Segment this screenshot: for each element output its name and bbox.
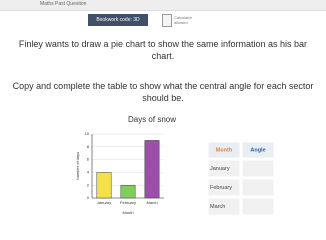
table-cell [207, 178, 241, 197]
question-text: Finley wants to draw a pie chart to show… [18, 39, 308, 61]
table-header-cell [241, 141, 275, 159]
table-cell [241, 178, 275, 197]
y-axis-label: Number of days [75, 152, 80, 180]
question-text: Copy and complete the table to show what… [12, 81, 314, 103]
table-header: Month [216, 147, 233, 153]
bar [120, 184, 136, 199]
bar [96, 172, 112, 199]
chart: Days of snow Number of days Month 0 2 4 6 8 10 Ja… [75, 115, 275, 216]
table-header-cell [207, 141, 241, 159]
x-tick-label: February [120, 200, 136, 205]
calculator-note: Calculator allowed [174, 15, 193, 25]
table-cell [207, 159, 241, 178]
calculator-icon [162, 14, 172, 27]
x-axis-label: Month [122, 210, 133, 215]
y-tick-label: 8 [87, 144, 90, 149]
y-tick-label: 4 [87, 169, 90, 174]
table-cell [207, 197, 241, 216]
y-tick-label: 2 [87, 182, 90, 187]
y-tick-label: 6 [87, 157, 90, 162]
table-header: Angle [250, 147, 265, 153]
x-tick-label: March [146, 200, 157, 205]
chart-title: Days of snow [128, 115, 176, 124]
table-cell-text: February [210, 185, 232, 191]
page: Maths Past Question Bookwork code: 3D Ca… [0, 0, 326, 216]
y-tick-label: 10 [85, 131, 90, 136]
top-bar: Maths Past Question [0, 0, 326, 11]
table-cell-text: March [210, 204, 225, 210]
table-cell-text: January [210, 166, 230, 172]
table-cell [241, 159, 275, 178]
bookwork-code: Bookwork code: 3D [88, 14, 148, 26]
bar [144, 140, 160, 199]
table-cell [241, 197, 275, 216]
page-title: Maths Past Question [40, 1, 87, 7]
x-tick-label: January [97, 200, 111, 205]
y-tick-label: 0 [87, 195, 90, 200]
